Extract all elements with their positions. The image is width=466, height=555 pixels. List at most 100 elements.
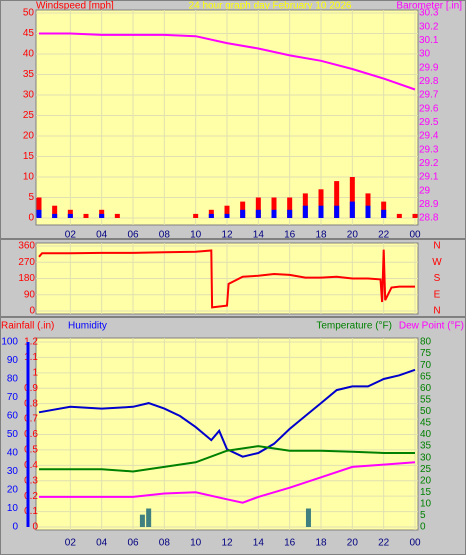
- bar: [139, 514, 145, 527]
- y3-tick-label: 70: [7, 392, 19, 403]
- y3-tick-label: 100: [1, 337, 18, 348]
- y2-tick-label: 80: [420, 337, 432, 348]
- x-tick-label: 18: [315, 538, 327, 549]
- x-tick-label: 14: [253, 538, 265, 549]
- y2-tick-label: 30: [420, 452, 432, 463]
- bar: [255, 209, 261, 218]
- y-tick-label: 0.7: [24, 414, 38, 425]
- x-tick-label: 00: [409, 230, 421, 241]
- bar: [365, 205, 371, 218]
- x-tick-label: 04: [96, 538, 108, 549]
- y3-tick-label: 80: [7, 374, 19, 385]
- y-tick-label: 0.3: [24, 475, 38, 486]
- y-tick-label: 1: [32, 367, 38, 378]
- x-tick-label: 04: [96, 230, 108, 241]
- bar: [318, 205, 324, 218]
- y2-tick-label: 29.8: [419, 76, 439, 87]
- y-tick-label: 50: [23, 8, 35, 19]
- y2-tick-label: 45: [420, 418, 432, 429]
- bar: [271, 209, 277, 218]
- y-tick-label: 1.2: [24, 337, 38, 348]
- bar: [396, 213, 402, 218]
- x-tick-label: 14: [253, 230, 265, 241]
- y2-tick-label: 70: [420, 360, 432, 371]
- y2-tick-label: 75: [420, 348, 432, 359]
- bar: [52, 213, 58, 218]
- y-tick-label: 10: [23, 172, 35, 183]
- y2-tick-label: 29.6: [419, 103, 439, 114]
- series-line: [38, 368, 416, 458]
- y2-tick-label: 40: [420, 429, 432, 440]
- bar: [114, 213, 120, 218]
- y3-tick-label: 60: [7, 411, 19, 422]
- bar: [381, 209, 387, 218]
- bar: [334, 181, 340, 218]
- x-tick-label: 16: [284, 538, 296, 549]
- bar: [208, 213, 214, 218]
- y3-tick-label: 0: [12, 522, 18, 533]
- bar: [36, 209, 42, 218]
- y2-tick-label: 30.2: [419, 21, 439, 32]
- series-line: [38, 249, 415, 309]
- y-tick-label: 35: [23, 69, 35, 80]
- x-tick-label: 06: [127, 538, 139, 549]
- y2-tick-label: 10: [420, 499, 432, 510]
- bar: [240, 209, 246, 218]
- x-tick-label: 22: [378, 230, 390, 241]
- bar: [99, 213, 105, 218]
- y2-tick-label: 60: [420, 383, 432, 394]
- y-axis-title: Rainfall (.in): [1, 321, 54, 332]
- y2-tick-label: 29.9: [419, 62, 439, 73]
- y3-tick-label: 20: [7, 485, 19, 496]
- bar: [287, 209, 293, 218]
- y-tick-label: 360: [18, 241, 35, 252]
- y3-axis-title: Humidity: [68, 321, 107, 332]
- x-tick-label: 10: [190, 538, 202, 549]
- compass-label: E: [434, 289, 441, 300]
- y2-tick-label: 28.9: [419, 199, 439, 210]
- y-tick-label: 0.4: [24, 460, 38, 471]
- bar: [83, 213, 89, 218]
- y-tick-label: 5: [28, 192, 34, 203]
- series-line: [39, 461, 416, 504]
- x-tick-label: 12: [221, 230, 233, 241]
- bar: [302, 205, 308, 218]
- y2-tick-label: 20: [420, 475, 432, 486]
- bar: [349, 201, 355, 218]
- y-tick-label: 20: [23, 131, 35, 142]
- y-tick-label: 0.9: [24, 383, 38, 394]
- y2-tick-label: 30.3: [419, 8, 439, 19]
- bar: [193, 213, 199, 218]
- bar: [255, 197, 261, 218]
- x-tick-label: 00: [409, 538, 421, 549]
- bar: [334, 205, 340, 218]
- y2-tick-label: 29.3: [419, 144, 439, 155]
- y2-tick-label: 65: [420, 371, 432, 382]
- y2-tick-label: 29.4: [419, 131, 439, 142]
- bar: [52, 205, 58, 218]
- bar: [67, 213, 73, 218]
- y-tick-label: 0.5: [24, 445, 38, 456]
- x-tick-label: 18: [315, 230, 327, 241]
- y2-tick-label: 30: [419, 49, 431, 60]
- y2-tick-label: 5: [420, 510, 426, 521]
- y2-tick-label: 35: [420, 441, 432, 452]
- y2-tick-label: 28.8: [419, 213, 439, 224]
- bar: [305, 508, 311, 527]
- bar: [412, 213, 418, 218]
- compass-label: N: [433, 306, 440, 317]
- y-tick-label: 25: [23, 110, 35, 121]
- y2-tick-label: 29.7: [419, 90, 439, 101]
- y2-tick-label: 29: [419, 185, 431, 196]
- x-tick-label: 06: [127, 230, 139, 241]
- y3-tick-label: 30: [7, 466, 19, 477]
- y2-tick-label: 50: [420, 406, 432, 417]
- x-tick-label: 20: [347, 230, 359, 241]
- bar: [36, 197, 42, 218]
- y2-tick-label: 55: [420, 394, 432, 405]
- y-tick-label: 0: [32, 522, 38, 533]
- chart-title: 24 hour graph day February 10 2026: [189, 1, 352, 12]
- compass-label: N: [433, 241, 440, 252]
- compass-label: S: [434, 273, 441, 284]
